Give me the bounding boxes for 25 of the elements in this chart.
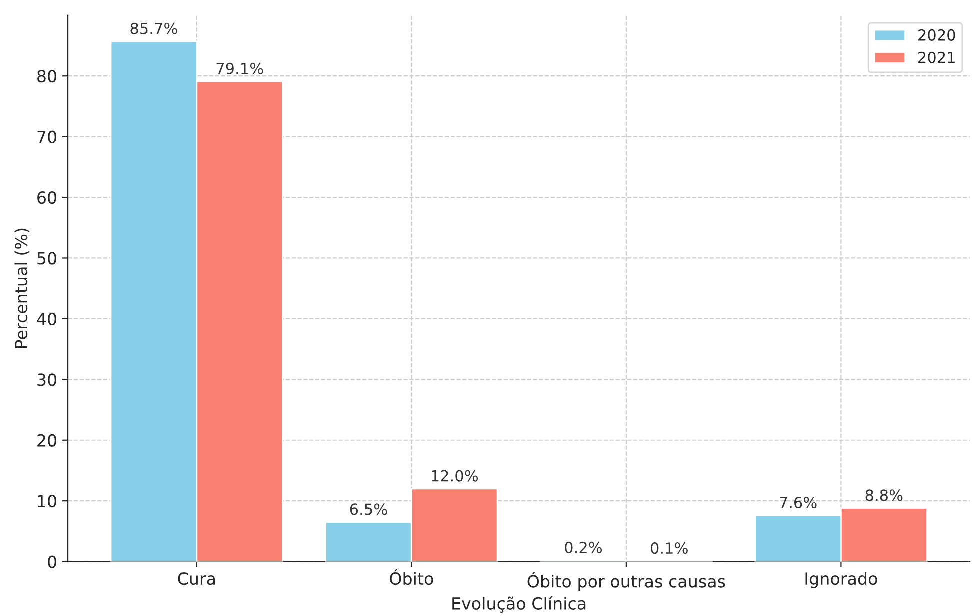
legend-label: 2020 bbox=[918, 29, 956, 41]
y-tick-label: 70 bbox=[38, 130, 57, 144]
x-tick-label: Óbito por outras causas bbox=[528, 572, 726, 592]
data-label: 6.5% bbox=[350, 504, 388, 516]
y-tick-label: 40 bbox=[37, 312, 57, 326]
y-tick-label: 20 bbox=[38, 434, 57, 447]
x-tick-label: Ignorado bbox=[806, 572, 878, 588]
y-tick-label: 10 bbox=[38, 495, 57, 508]
y-tick-label: 60 bbox=[38, 191, 57, 204]
y-tick-label: 80 bbox=[38, 70, 57, 83]
data-label: 0.1% bbox=[650, 542, 688, 554]
y-axis-title: Percentual (%) bbox=[14, 228, 30, 348]
y-tick-label: 50 bbox=[38, 252, 57, 265]
y-tick-label: 30 bbox=[38, 374, 57, 386]
x-tick-label: Cura bbox=[178, 572, 216, 586]
data-label: 12.0% bbox=[432, 470, 478, 482]
legend-label: 2021 bbox=[918, 52, 955, 64]
x-axis-title: Evolução Clínica bbox=[452, 596, 586, 613]
data-label: 8.8% bbox=[866, 490, 903, 502]
data-label: 85.7% bbox=[130, 22, 178, 34]
y-tick-label: 0 bbox=[48, 556, 57, 568]
x-tick-label: Óbito bbox=[390, 569, 434, 586]
data-label: 7.6% bbox=[780, 496, 817, 509]
data-label: 0.2% bbox=[565, 542, 602, 554]
data-label: 79.1% bbox=[216, 62, 264, 74]
